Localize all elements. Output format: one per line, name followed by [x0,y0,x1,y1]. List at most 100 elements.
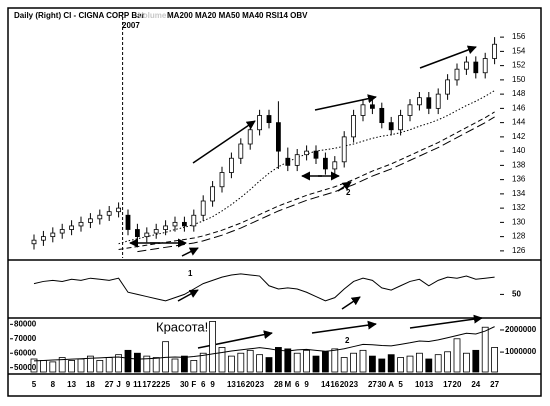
annotation: 2 [346,188,351,197]
candle-body [210,186,216,202]
y2-tick-label: 1000000 [505,347,537,356]
volume-bar [434,354,442,373]
x-tick-label: 6 [295,380,300,389]
x-tick-label: 30 [180,380,189,389]
y-tick-label: 50 [512,290,521,299]
candle-body [332,161,338,170]
header-title: Daily (Right) CI - CIGNA CORP Bar [14,11,145,20]
candle-body [369,104,375,109]
x-tick-label: 16 [330,380,339,389]
candle-body [266,115,272,124]
volume-bar [227,355,235,373]
candle-body [69,225,74,230]
x-tick-label: 20 [453,380,462,389]
candle-body [407,104,413,116]
y-tick-label: 156 [512,32,526,41]
candle-body [285,157,291,166]
candle-body [473,61,479,74]
volume-bar [40,360,47,373]
candle-body [416,97,422,106]
y-tick-label: 60000 [14,348,37,357]
volume-bar [462,352,470,373]
volume-bar [331,348,339,373]
y-tick-label: 144 [512,118,526,127]
volume-bar [312,355,320,373]
header-volume: Volume [138,11,167,20]
candle-body [106,211,112,216]
volume-bar [321,351,329,373]
candle-body [238,143,244,159]
x-tick-label: 13 [227,380,236,389]
candle-body [153,229,159,234]
candle-body [228,157,234,173]
volume-bar [368,355,376,373]
x-tick-label: 13 [67,380,76,389]
annotation: 1 [188,269,193,278]
indicator-line [33,273,495,302]
candle-body [88,218,93,223]
x-tick-label: M [284,380,291,389]
volume-bar [105,357,113,373]
x-tick-label: 27 [490,380,499,389]
annotation: 2 [345,336,350,345]
y-tick-label: 50000 [14,363,37,372]
x-tick-label: 18 [86,380,95,389]
x-tick-label: 20 [246,380,255,389]
candle-body [426,97,432,109]
candle-body [134,229,140,238]
x-tick-label: 8 [51,380,56,389]
volume-bar [397,357,405,373]
volume-bar [472,349,480,373]
volume-bar [246,349,254,373]
candle-body [275,122,281,152]
volume-bar [133,352,141,373]
y-tick-label: 80000 [14,319,37,328]
candle-body [454,68,460,81]
annotation: Красота! [156,319,208,334]
volume-bar [387,354,395,373]
x-tick-label: 11 [133,380,142,389]
x-tick-label: 20 [340,380,349,389]
candle-body [304,150,310,156]
x-tick-label: F [191,380,196,389]
candle-body [41,236,46,241]
volume-bar [293,352,301,373]
candle-body [247,129,253,145]
candle-body [294,154,300,166]
x-tick-label: 10 [415,380,424,389]
x-tick-label: 25 [161,380,170,389]
x-tick-label: A [388,380,394,389]
volume-bar [30,358,38,373]
candle-body [181,221,187,227]
x-tick-label: 13 [424,380,433,389]
x-tick-label: 24 [471,380,480,389]
x-tick-label: J [116,380,120,389]
x-tick-label: 30 [377,380,386,389]
candle-body [116,207,121,213]
y-tick-label: 146 [512,103,526,112]
x-tick-label: 14 [321,380,330,389]
x-tick-label: 28 [274,380,283,389]
volume-bar [171,358,179,373]
x-tick-label: 23 [349,380,358,389]
x-tick-label: 17 [142,380,151,389]
volume-bar [58,357,66,373]
y-tick-label: 128 [512,232,526,241]
x-tick-label: 9 [304,380,309,389]
candle-body [445,79,451,95]
indicator-line [118,111,495,250]
volume-bar [190,360,198,373]
volume-bar [481,326,489,373]
candle-body [144,232,150,238]
y-tick-label: 130 [512,217,526,226]
x-tick-label: 16 [236,380,245,389]
y-tick-label: 154 [512,46,526,55]
header-indicators: MA200 MA20 MA50 MA40 RSI14 OBV [167,11,308,20]
candle-body [191,214,197,227]
volume-bar [77,358,85,373]
volume-bar [415,352,423,373]
volume-bar [359,349,367,373]
candle-body [200,200,206,216]
indicator-line [33,326,495,362]
